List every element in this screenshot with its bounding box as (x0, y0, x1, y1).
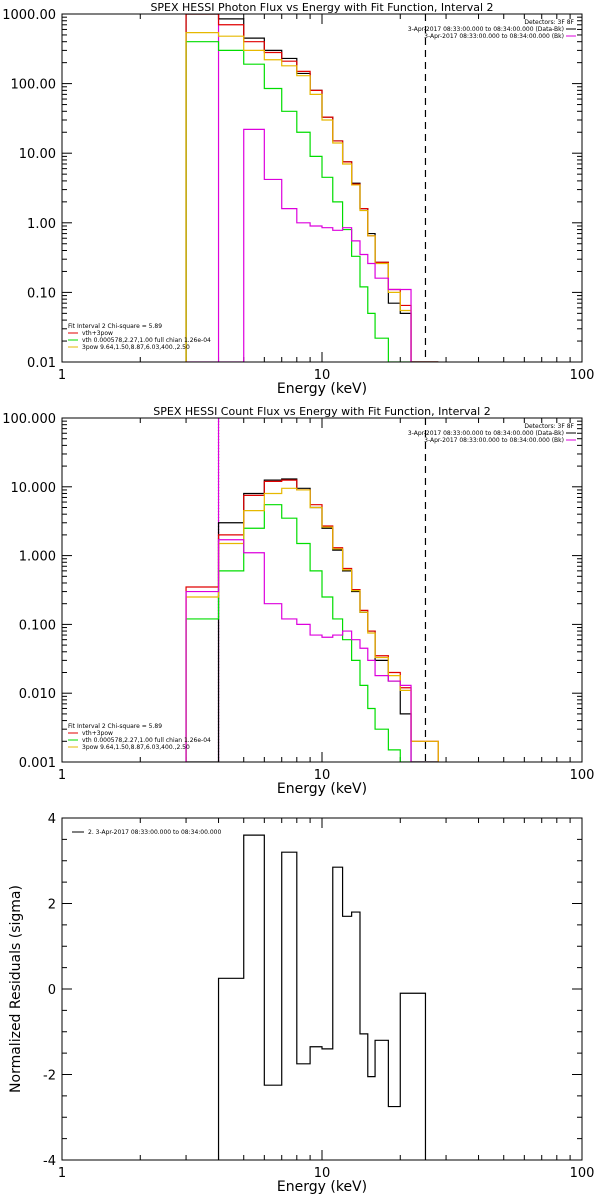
y-tick-label: 1.000 (19, 550, 56, 565)
chart-title: SPEX HESSI Count Flux vs Energy with Fit… (153, 405, 490, 418)
y-tick-label: 100.00 (11, 78, 57, 93)
series-line-black (217, 834, 427, 1160)
chart-title: SPEX HESSI Photon Flux vs Energy with Fi… (150, 1, 493, 14)
series-group (217, 834, 427, 1160)
x-tick-label: 10 (314, 768, 331, 783)
legend-left-entry: vth+3pow (82, 730, 113, 737)
x-tick-label: 10 (314, 1166, 331, 1181)
legend-right-entry: 3-Apr-2017 08:33:00.000 to 08:34:00.000 … (408, 26, 564, 33)
x-tick-label: 10 (314, 368, 331, 383)
x-axis-label: Energy (keV) (277, 781, 367, 797)
y-tick-label: 10.000 (11, 481, 57, 496)
y-tick-label: 0.10 (27, 286, 56, 301)
legend-left-entry: 2. 3-Apr-2017 08:33:00.000 to 08:34:00.0… (88, 829, 221, 836)
legend-fit-info: Fit Interval 2 Chi-square = 5.89 (68, 323, 162, 330)
plot-frame (61, 417, 583, 763)
legend-right-entry: 3-Apr-2017 08:33:00.000 to 08:34:00.000 … (408, 430, 564, 437)
legend-right-entry: 3-Apr-2017 08:33:00.000 to 08:34:00.000 … (424, 437, 564, 444)
legend-left-entry: vth 0.000578,2.27,1.00 full chian 1.26e-… (82, 737, 211, 744)
x-axis-label: Energy (keV) (277, 381, 367, 397)
chart-panel-3: 1 10 100 Energy (keV) -4 -2 0 2 4 Normalized Resi… (8, 812, 594, 1195)
chart-panel-2: SPEX HESSI Count Flux vs Energy with Fit… (2, 405, 594, 797)
y-tick-label: 100.000 (2, 412, 56, 427)
y-axis-label: Normalized Residuals (sigma) (8, 885, 24, 1093)
y-tick-label: 0.100 (19, 618, 56, 633)
x-tick-label: 100 (570, 1166, 595, 1181)
y-tick-label: 0.001 (19, 756, 56, 771)
y-tick-label: -4 (43, 1154, 56, 1169)
legend-detectors: Detectors: 3F 8F (524, 423, 574, 430)
series-group (185, 14, 439, 362)
x-axis-label: Energy (keV) (277, 1179, 367, 1195)
y-tick-label: 1.00 (27, 217, 56, 232)
series-line-magenta (185, 539, 439, 762)
y-tick-label: 0.010 (19, 687, 56, 702)
chart-panel-1: SPEX HESSI Photon Flux vs Energy with Fi… (2, 1, 594, 397)
x-tick-label: 1 (58, 1166, 66, 1181)
y-tick-label: 2 (48, 898, 56, 913)
legend-fit-info: Fit Interval 2 Chi-square = 5.89 (68, 723, 162, 730)
x-tick-label: 1 (58, 768, 66, 783)
legend-left-entry: vth+3pow (82, 330, 113, 337)
y-tick-label: 4 (48, 812, 56, 827)
series-line-yellow (185, 32, 439, 362)
series-group (185, 478, 439, 762)
series-line-black (186, 478, 439, 762)
x-tick-label: 100 (570, 368, 595, 383)
legend-left-entry: 3pow 9.64,1.50,8.87,6.03,400.,2.50 (82, 744, 190, 751)
y-tick-label: 10.00 (19, 147, 56, 162)
plot-frame (61, 13, 583, 363)
x-tick-label: 100 (570, 768, 595, 783)
legend-detectors: Detectors: 3F 8F (524, 19, 574, 26)
series-line-yellow (185, 487, 439, 762)
y-tick-label: 1000.00 (2, 8, 56, 23)
legend-left-entry: vth 0.000578,2.27,1.00 full chian 1.26e-… (82, 337, 211, 344)
x-tick-label: 1 (58, 368, 66, 383)
series-line-green (185, 504, 439, 762)
y-tick-label: 0 (48, 983, 56, 998)
legend-left-entry: 3pow 9.64,1.50,8.87,6.03,400.,2.50 (82, 344, 190, 351)
y-tick-label: -2 (43, 1069, 56, 1084)
legend-right-entry: 3-Apr-2017 08:33:00.000 to 08:34:00.000 … (424, 33, 564, 40)
series-line-magenta (186, 128, 439, 362)
y-tick-label: 0.01 (27, 356, 56, 371)
plot-frame (61, 817, 583, 1161)
series-line-green (185, 41, 439, 362)
